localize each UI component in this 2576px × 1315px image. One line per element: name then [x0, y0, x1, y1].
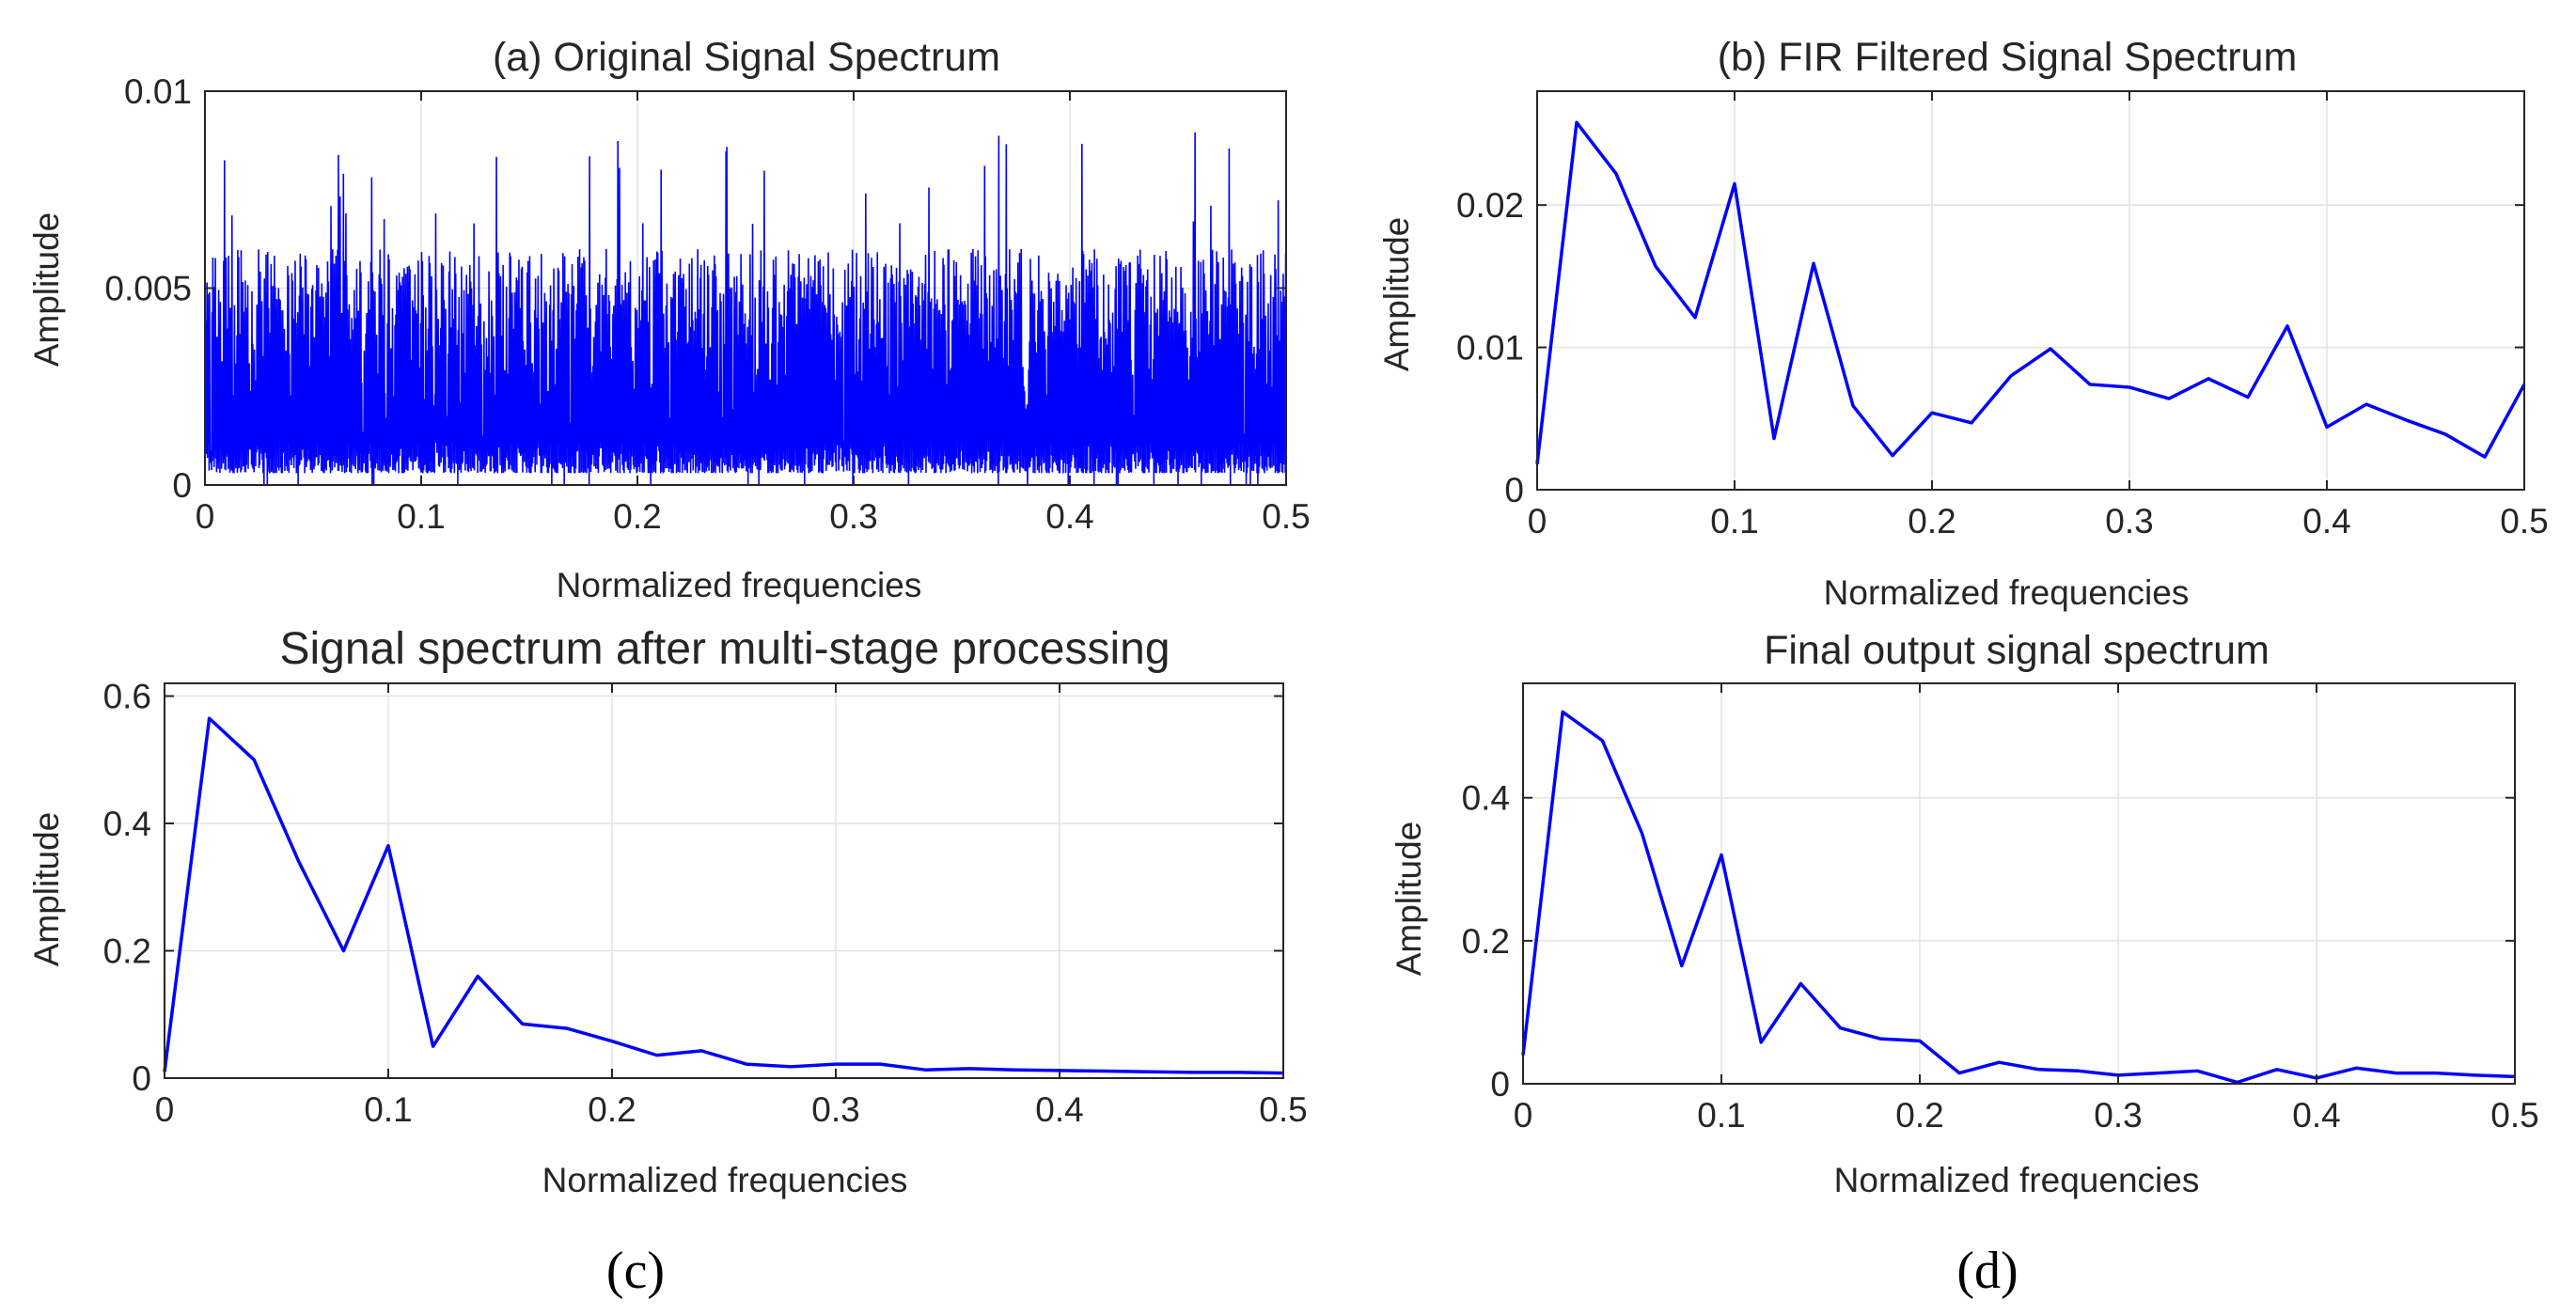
- panel-c-ytick-label-0_4: 0.4: [103, 805, 151, 843]
- panel-d-plot: 0 0.1 0.2 0.3 0.4 0.5 0 0.2 0.4: [1462, 682, 2539, 1135]
- panel-b-axes-box: [1536, 90, 2525, 491]
- panel-d-ylabel: Amplitude: [1390, 822, 1428, 977]
- panel-label-c: (c): [606, 1242, 665, 1300]
- panel-b-ylabel: Amplitude: [1377, 217, 1416, 372]
- panel-b-fir-spectrum: (b) FIR Filtered Signal Spectrum Normali…: [1377, 35, 2549, 612]
- panel-b-ytick-label-0: 0: [1504, 471, 1524, 509]
- panel-b-xtick-label-0_4: 0.4: [2302, 502, 2350, 540]
- panel-a-ytick-label-0: 0: [172, 466, 192, 505]
- panel-a-xtick-label-0_2: 0.2: [613, 497, 661, 536]
- panel-c-axes-box: [164, 682, 1284, 1079]
- panel-c-xtick-label-0_1: 0.1: [364, 1090, 412, 1129]
- panel-c-ylabel: Amplitude: [27, 812, 66, 967]
- panel-c-ytick-label-0_6: 0.6: [103, 678, 151, 716]
- panel-d-ytick-label-0_2: 0.2: [1462, 922, 1510, 961]
- panel-c-ytick-label-0_2: 0.2: [103, 932, 151, 971]
- panel-a-ytick-label-0_005: 0.005: [104, 270, 192, 308]
- panel-c-plot: 0 0.1 0.2 0.3 0.4 0.5 0 0.2 0.4 0.6: [103, 678, 1308, 1129]
- panel-d-xtick-label-0_3: 0.3: [2094, 1096, 2142, 1135]
- panel-b-xtick-label-0: 0: [1528, 502, 1547, 540]
- panel-a-xlabel: Normalized frequencies: [557, 566, 922, 604]
- panel-d-xtick-label-0_2: 0.2: [1895, 1096, 1943, 1135]
- panel-a-xtick-label-0_3: 0.3: [829, 497, 877, 536]
- panel-c-xtick-label-0_5: 0.5: [1259, 1090, 1307, 1129]
- panel-a-xtick-label-0: 0: [196, 497, 215, 536]
- panel-d-xtick-label-0_1: 0.1: [1697, 1096, 1745, 1135]
- panel-b-xtick-label-0_5: 0.5: [2500, 502, 2548, 540]
- panel-b-ytick-label-0_02: 0.02: [1456, 186, 1524, 225]
- panel-d-xlabel: Normalized frequencies: [1834, 1161, 2200, 1199]
- panel-a-xtick-label-0_4: 0.4: [1045, 497, 1093, 536]
- panel-b-xtick-label-0_3: 0.3: [2105, 502, 2153, 540]
- panel-b-xtick-label-0_2: 0.2: [1908, 502, 1956, 540]
- panel-c-ytick-label-0: 0: [132, 1059, 151, 1098]
- panel-a-xtick-label-0_5: 0.5: [1262, 497, 1310, 536]
- panel-c-multistage-spectrum: Signal spectrum after multi-stage proces…: [27, 624, 1308, 1199]
- panel-c-title: Signal spectrum after multi-stage proces…: [279, 624, 1170, 674]
- panel-a-plot: 0 0.1 0.2 0.3 0.4 0.5 0 0.005 0.01: [104, 72, 1310, 536]
- panel-c-xtick-label-0_4: 0.4: [1035, 1090, 1083, 1129]
- panel-b-ytick-label-0_01: 0.01: [1456, 329, 1524, 368]
- panel-d-xtick-label-0_5: 0.5: [2490, 1096, 2538, 1135]
- panel-a-spectrum-line: [204, 90, 1287, 486]
- panel-label-d: (d): [1956, 1242, 2018, 1300]
- panel-a-title: (a) Original Signal Spectrum: [493, 35, 1000, 80]
- panel-d-xtick-label-0_4: 0.4: [2292, 1096, 2340, 1135]
- panel-a-ytick-label-0_01: 0.01: [124, 72, 192, 111]
- panel-b-title: (b) FIR Filtered Signal Spectrum: [1718, 35, 2298, 80]
- panel-d-ytick-label-0_4: 0.4: [1462, 779, 1510, 818]
- panel-a-xtick-label-0_1: 0.1: [397, 497, 445, 536]
- panel-c-xtick-label-0: 0: [155, 1090, 175, 1129]
- panel-d-xtick-label-0: 0: [1514, 1096, 1533, 1135]
- panel-c-xtick-label-0_3: 0.3: [811, 1090, 859, 1129]
- panel-b-series-line: [1535, 120, 2526, 464]
- panel-b-xtick-label-0_1: 0.1: [1710, 502, 1758, 540]
- panel-a-ylabel: Amplitude: [27, 212, 66, 368]
- panel-c-series-line: [163, 716, 1284, 1075]
- panel-c-xtick-label-0_2: 0.2: [588, 1090, 636, 1129]
- panel-c-xlabel: Normalized frequencies: [542, 1161, 908, 1199]
- panel-d-series-line: [1521, 710, 2516, 1085]
- panel-b-plot: 0 0.1 0.2 0.3 0.4 0.5 0 0.01 0.02: [1456, 90, 2549, 540]
- panel-d-title: Final output signal spectrum: [1764, 628, 2270, 673]
- panel-b-xlabel: Normalized frequencies: [1824, 573, 2190, 612]
- panel-d-axes-box: [1522, 682, 2516, 1085]
- panel-d-ytick-label-0: 0: [1490, 1065, 1510, 1104]
- panel-d-final-spectrum: Final output signal spectrum Normalized …: [1390, 628, 2539, 1199]
- panel-a-original-spectrum: (a) Original Signal Spectrum Normalized …: [27, 35, 1311, 604]
